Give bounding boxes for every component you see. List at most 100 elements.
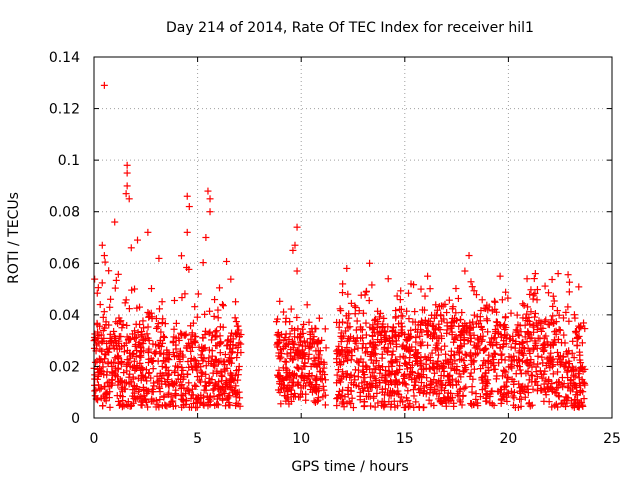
data-point [413,350,421,358]
data-point [310,333,318,341]
data-point [335,391,343,399]
data-point [565,382,573,390]
data-point [416,321,424,329]
data-point [199,334,207,342]
x-tick-label: 25 [603,431,621,447]
data-point [385,337,393,345]
data-point [228,348,236,356]
data-point [206,195,214,203]
data-point [443,309,451,317]
data-point [192,382,200,390]
data-point [508,375,516,383]
data-point [114,381,122,389]
data-point [533,286,541,294]
data-point [450,338,458,346]
data-point [219,323,227,331]
data-point [207,357,215,365]
data-point [301,359,309,367]
data-point [278,349,286,357]
data-point [399,352,407,360]
data-point [499,372,507,380]
data-point [371,316,379,324]
data-point [449,303,457,311]
data-point [309,360,317,368]
data-point [374,318,382,326]
data-point [201,382,209,390]
data-point [565,347,573,355]
data-point [338,346,346,354]
data-point [351,310,359,318]
data-point [426,354,434,362]
data-point [213,369,221,377]
data-point [119,397,127,405]
data-point [513,356,521,364]
data-point [575,283,583,291]
data-point [429,334,437,342]
data-point [170,296,178,304]
data-point [460,384,468,392]
data-point [563,368,571,376]
data-point [403,361,411,369]
data-point [528,378,536,386]
data-point [210,385,218,393]
data-point [418,338,426,346]
data-point [125,335,133,343]
data-point [199,259,207,267]
data-point [440,394,448,402]
data-point [516,366,524,374]
data-point [291,333,299,341]
data-point [545,376,553,384]
data-point [423,374,431,382]
data-point [457,373,465,381]
data-point [232,298,240,306]
data-point [173,351,181,359]
data-point [482,391,490,399]
data-point [498,396,506,404]
data-point [388,328,396,336]
data-point [349,404,357,412]
data-point [126,402,134,410]
data-point [382,378,390,386]
data-point [308,325,316,333]
data-point [392,314,400,322]
data-point [431,326,439,334]
data-point [433,306,441,314]
data-point [108,376,116,384]
data-point [451,351,459,359]
data-point [125,305,133,313]
y-tick-label: 0.04 [49,308,80,324]
data-point [150,379,158,387]
data-point [421,316,429,324]
y-tick-label: 0.08 [49,205,80,221]
data-point [483,380,491,388]
data-point [321,325,329,333]
data-point [397,319,405,327]
data-point [159,357,167,365]
data-point [580,379,588,387]
data-point [357,291,365,299]
data-point [555,355,563,363]
data-point [157,328,165,336]
data-point [313,373,321,381]
data-point [277,400,285,408]
data-point [155,376,163,384]
data-point [113,392,121,400]
data-point [414,369,422,377]
data-point [98,241,106,249]
data-point [111,354,119,362]
data-point [273,331,281,339]
data-point [489,342,497,350]
data-point [161,358,169,366]
data-point [442,399,450,407]
data-point [458,401,466,409]
data-point [423,331,431,339]
data-point [132,320,140,328]
data-point [510,394,518,402]
data-point [431,311,439,319]
x-tick-label: 5 [193,431,202,447]
data-point [531,309,539,317]
data-point [338,400,346,408]
data-point [144,347,152,355]
data-point [475,336,483,344]
